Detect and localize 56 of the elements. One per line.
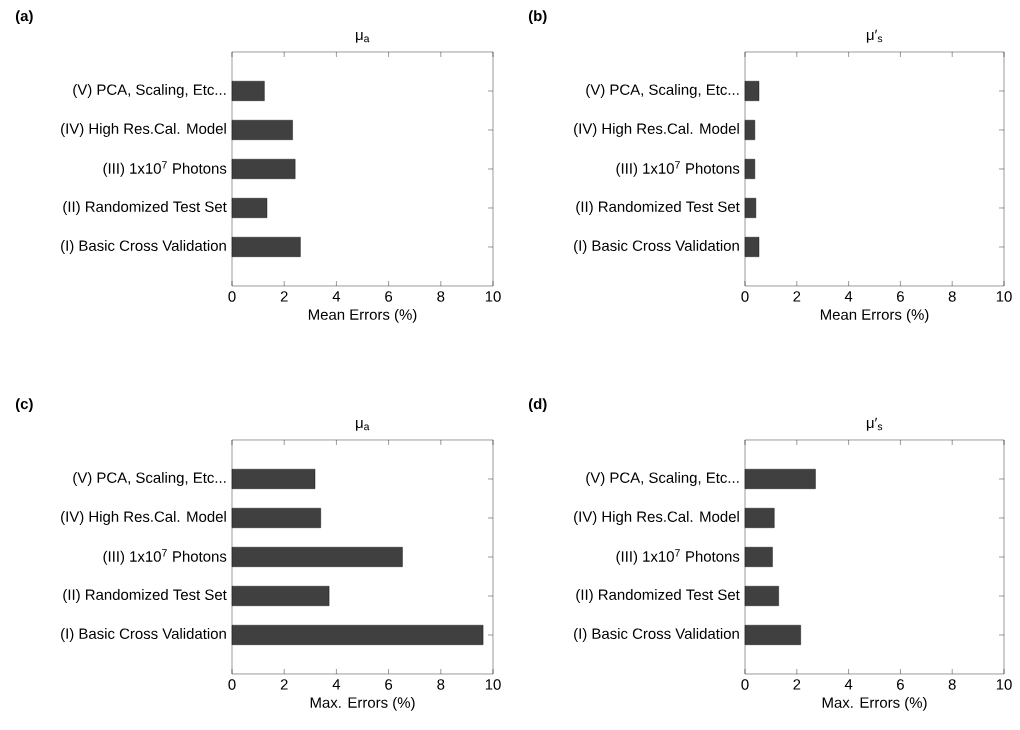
text: (c) xyxy=(15,398,33,413)
x-tick-label: 0 xyxy=(741,679,749,690)
x-tick-label: 10 xyxy=(485,291,501,302)
text: (b) xyxy=(528,10,547,25)
x-tick-label: 2 xyxy=(793,291,801,302)
y-tick-label: (V) PCA, Scaling, Etc... xyxy=(73,84,226,98)
y-tick-label: (II) Randomized Test Set xyxy=(576,589,740,603)
x-tick-label: 4 xyxy=(332,291,341,302)
x-tick-label: 6 xyxy=(897,291,904,302)
y-tick-label: (IV) High Res.Cal. Model xyxy=(574,511,739,525)
y-tick-label: (IV) High Res.Cal. Model xyxy=(574,123,739,137)
y-tick-label: (IV) High Res.Cal. Model xyxy=(61,123,226,137)
x-tick-label: 10 xyxy=(996,291,1012,302)
y-tick-label: (I) Basic Cross Validation xyxy=(61,628,226,642)
x-tick-label: 6 xyxy=(385,291,393,302)
x-tick-label: 2 xyxy=(280,679,288,690)
y-tick-label: (II) Randomized Test Set xyxy=(63,201,227,215)
x-axis-title: Max. Errors (%) xyxy=(310,696,415,711)
x-tick-label: 2 xyxy=(280,291,288,302)
x-tick-label: 6 xyxy=(897,679,904,690)
x-tick-label: 6 xyxy=(385,679,393,690)
x-axis-title: Mean Errors (%) xyxy=(820,308,929,323)
x-tick-label: 4 xyxy=(332,679,341,690)
y-tick-label: (III) 1x10$^{7}$ Photons xyxy=(616,161,740,177)
x-tick-label: 8 xyxy=(948,679,956,690)
chart-title: μ$_{a}$ xyxy=(356,420,370,431)
y-tick-label: (I) Basic Cross Validation xyxy=(61,240,226,254)
x-tick-label: 8 xyxy=(437,679,445,690)
y-tick-label: (V) PCA, Scaling, Etc... xyxy=(73,472,226,486)
x-tick-label: 8 xyxy=(437,291,445,302)
x-axis-title: Max. Errors (%) xyxy=(822,696,927,711)
y-tick-label: (V) PCA, Scaling, Etc... xyxy=(586,472,739,486)
x-tick-label: 0 xyxy=(228,291,236,302)
y-tick-label: (II) Randomized Test Set xyxy=(63,589,227,603)
x-tick-label: 4 xyxy=(844,291,853,302)
chart-title: μ$_{a}$ xyxy=(356,32,370,43)
y-tick-label: (IV) High Res.Cal. Model xyxy=(61,511,226,525)
x-tick-label: 0 xyxy=(741,291,749,302)
chart-title: μ′$_{s}$ xyxy=(866,29,883,43)
y-tick-label: (V) PCA, Scaling, Etc... xyxy=(586,84,739,98)
text: (d) xyxy=(528,398,547,413)
x-tick-label: 10 xyxy=(485,679,501,690)
y-tick-label: (III) 1x10$^{7}$ Photons xyxy=(103,161,227,177)
y-tick-label: (III) 1x10$^{7}$ Photons xyxy=(103,549,227,565)
y-tick-label: (III) 1x10$^{7}$ Photons xyxy=(616,549,740,565)
x-tick-label: 8 xyxy=(948,291,956,302)
y-tick-label: (II) Randomized Test Set xyxy=(576,201,740,215)
x-tick-label: 4 xyxy=(844,679,853,690)
x-tick-label: 2 xyxy=(793,679,801,690)
x-tick-label: 10 xyxy=(996,679,1012,690)
x-axis-title: Mean Errors (%) xyxy=(308,308,417,323)
x-tick-label: 0 xyxy=(228,679,236,690)
y-tick-label: (I) Basic Cross Validation xyxy=(574,240,739,254)
text: (a) xyxy=(15,10,33,25)
chart-title: μ′$_{s}$ xyxy=(866,417,883,431)
y-tick-label: (I) Basic Cross Validation xyxy=(574,628,739,642)
